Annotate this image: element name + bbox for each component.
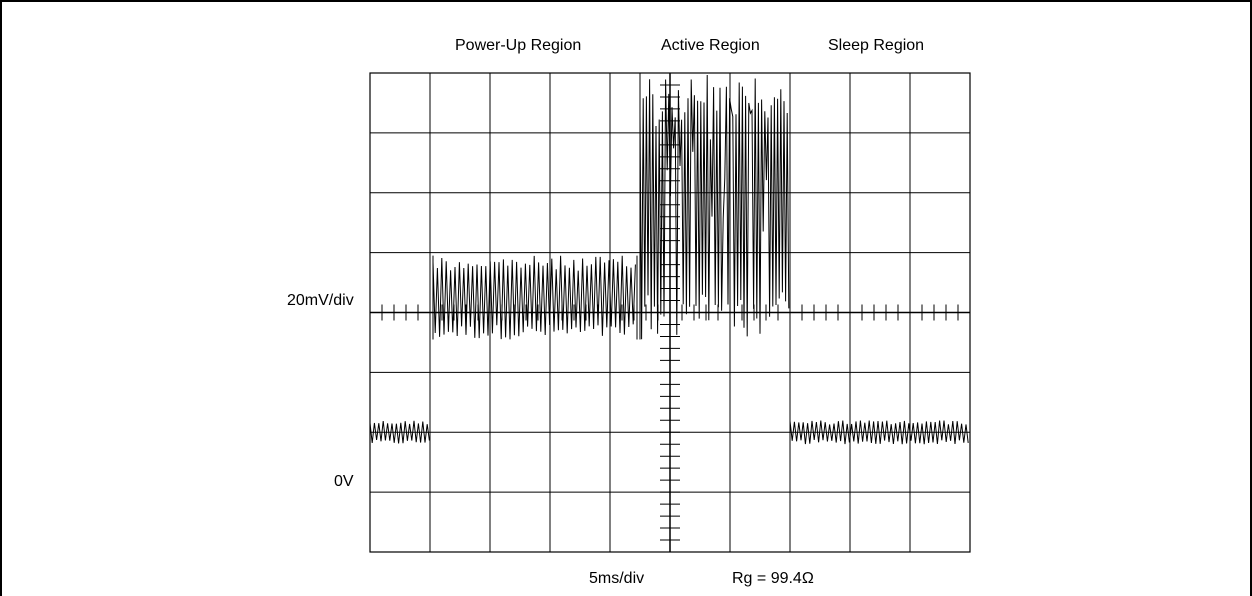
signal-trace-segment <box>639 74 790 340</box>
rg-annotation: Rg = 99.4Ω <box>732 570 814 587</box>
region-label-sleep: Sleep Region <box>828 37 925 54</box>
region-label-power-up: Power-Up Region <box>455 37 582 54</box>
signal-trace-segment <box>432 255 636 340</box>
region-label-active: Active Region <box>661 37 760 54</box>
zero-volt-label: 0V <box>334 473 354 490</box>
signal-trace-segment <box>789 420 969 445</box>
x-scale-label: 5ms/div <box>589 570 645 587</box>
scope-traces <box>369 73 971 445</box>
signal-trace-segment <box>369 420 430 444</box>
y-scale-label: 20mV/div <box>287 292 354 309</box>
